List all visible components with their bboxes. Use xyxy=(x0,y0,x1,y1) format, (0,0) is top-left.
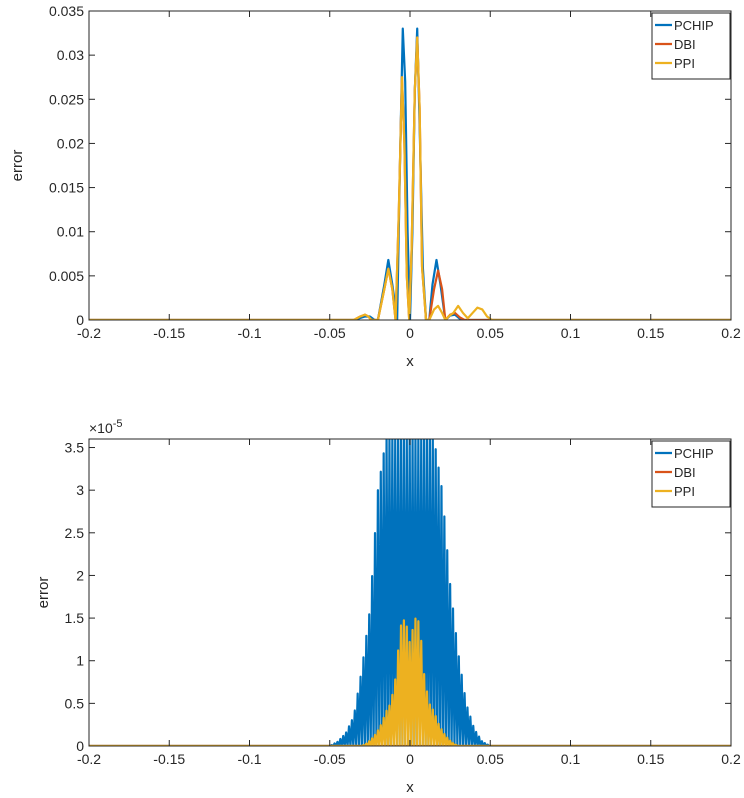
y-tick-label: 0.035 xyxy=(49,3,84,19)
series-group xyxy=(89,27,731,320)
x-tick-label: 0.05 xyxy=(477,325,504,341)
x-tick-label: 0.2 xyxy=(721,325,741,341)
x-tick-label: -0.15 xyxy=(153,751,185,767)
legend-label-pchip: PCHIP xyxy=(674,18,714,33)
series-line-ppi xyxy=(89,617,731,746)
y-tick-label: 3.5 xyxy=(65,440,85,456)
x-tick-label: -0.2 xyxy=(77,325,101,341)
x-tick-label: -0.05 xyxy=(314,751,346,767)
chart-top: -0.2 -0.15 -0.1 -0.05 0 0.05 0.1 0.15 0.2 0 0.005 0… xyxy=(9,3,741,370)
y-tick-label: 2 xyxy=(76,567,84,583)
chart-bottom: -0.2 -0.15 -0.1 -0.05 0 0.05 0.1 0.15 0.2 0 0.5 1 1.… xyxy=(35,418,741,796)
legend-label-ppi: PPI xyxy=(674,56,695,71)
x-tick-label: 0.1 xyxy=(561,751,581,767)
x-tick-label: -0.1 xyxy=(237,325,261,341)
legend-box xyxy=(651,12,731,80)
series-group xyxy=(89,439,731,746)
y-tick-label: 0.025 xyxy=(49,91,84,107)
y-tick-label: 0 xyxy=(76,312,84,328)
y-tick-label: 0.015 xyxy=(49,180,84,196)
legend-label-pchip: PCHIP xyxy=(674,446,714,461)
y-tick-label: 0.005 xyxy=(49,268,84,284)
x-tick-label: 0 xyxy=(406,751,414,767)
x-tick-label: 0 xyxy=(406,325,414,341)
x-tick-label: 0.1 xyxy=(561,325,581,341)
legend-label-dbi: DBI xyxy=(674,37,696,52)
y-tick-label: 0.03 xyxy=(57,47,84,63)
legend: PCHIP DBI PPI xyxy=(651,440,731,508)
x-tick-label: 0.15 xyxy=(637,325,664,341)
y-tick-label: 0.02 xyxy=(57,135,84,151)
y-tick-label: 2.5 xyxy=(65,525,85,541)
legend-label-dbi: DBI xyxy=(674,465,696,480)
legend-label-ppi: PPI xyxy=(674,484,695,499)
x-axis-label: x xyxy=(406,353,414,370)
y-axis-label: error xyxy=(35,577,52,609)
x-tick-label: -0.05 xyxy=(314,325,346,341)
y-tick-label: 3 xyxy=(76,482,84,498)
y-tick-label: 0 xyxy=(76,738,84,754)
y-tick-label: 1.5 xyxy=(65,610,85,626)
legend: PCHIP DBI PPI xyxy=(651,12,731,80)
x-tick-label: -0.2 xyxy=(77,751,101,767)
x-tick-label: 0.05 xyxy=(477,751,504,767)
series-line-ppi xyxy=(89,36,731,320)
y-tick-label: 1 xyxy=(76,653,84,669)
x-tick-label: 0.15 xyxy=(637,751,664,767)
y-tick-label: 0.5 xyxy=(65,695,85,711)
x-tick-label: 0.2 xyxy=(721,751,741,767)
x-tick-label: -0.1 xyxy=(237,751,261,767)
y-axis-label: error xyxy=(9,150,26,182)
y-tick-label: 0.01 xyxy=(57,224,84,240)
x-axis-label: x xyxy=(406,779,414,796)
x-tick-label: -0.15 xyxy=(153,325,185,341)
y-exponent-label: ×10-5 xyxy=(89,418,123,436)
